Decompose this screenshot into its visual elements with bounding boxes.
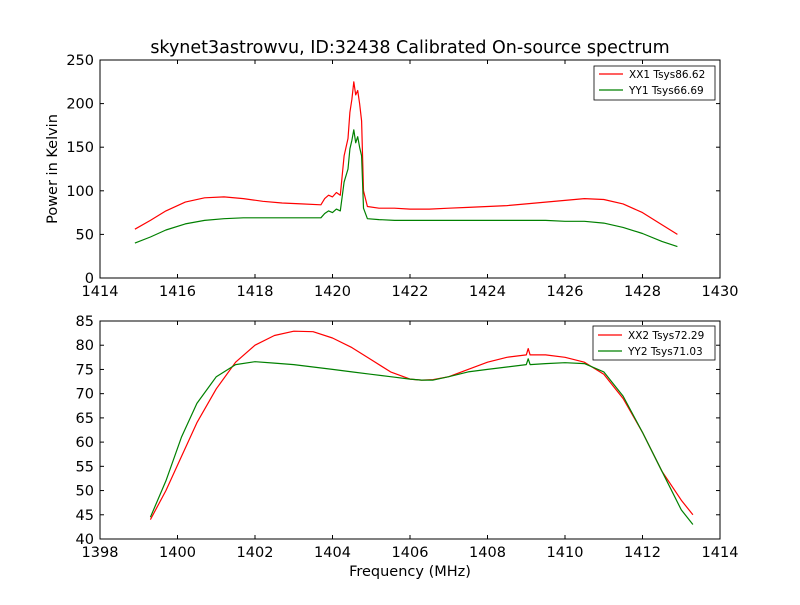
y-tick-label: 250: [66, 53, 94, 69]
y-tick-label: 80: [76, 338, 94, 354]
y-tick-label: 150: [66, 140, 94, 156]
x-tick-label: 1426: [547, 284, 584, 300]
x-tick-label: 1416: [159, 284, 196, 300]
x-ticks-top: 1414 1416 1418 1420 1422 1424 1426 1428 1430: [82, 60, 739, 300]
y-tick-label: 200: [66, 97, 94, 113]
x-tick-label: 1418: [237, 284, 274, 300]
y-ticks-top: 0 50 100 150 200 250: [66, 53, 720, 287]
y-tick-label: 70: [76, 387, 94, 403]
y-tick-label: 45: [76, 508, 94, 524]
chart-title-top: skynet3astrowvu, ID:32438 Calibrated On-…: [150, 38, 669, 58]
chart-panel-bottom: 1398 1400 1402 1404 1406 1408 1410 1412 1414 40 4…: [76, 314, 739, 580]
y-tick-label: 75: [76, 362, 94, 378]
legend-label-yy2: YY2 Tsys71.03: [627, 346, 703, 358]
x-tick-label: 1422: [392, 284, 429, 300]
legend-label-xx2: XX2 Tsys72.29: [628, 330, 704, 342]
y-tick-label: 65: [76, 411, 94, 427]
series-lines-bottom: [149, 330, 694, 525]
x-tick-label: 1400: [159, 545, 196, 561]
x-tick-label: 1412: [624, 545, 661, 561]
x-tick-label: 1428: [624, 284, 661, 300]
legend-top: XX1 Tsys86.62 YY1 Tsys66.69: [593, 65, 716, 101]
chart-panel-top: 1414 1416 1418 1420 1422 1424 1426 1428 1430 0 50…: [45, 53, 738, 300]
legend-label-xx1: XX1 Tsys86.62: [629, 69, 705, 81]
y-tick-label: 100: [66, 184, 94, 200]
x-tick-label: 1430: [702, 284, 739, 300]
plot-frame-bottom: [99, 320, 721, 540]
series-line-yy2: [149, 358, 694, 525]
y-tick-label: 55: [76, 459, 94, 475]
x-tick-label: 1406: [392, 545, 429, 561]
y-tick-label: 60: [76, 435, 94, 451]
x-tick-label: 1398: [82, 545, 119, 561]
x-tick-label: 1414: [702, 545, 739, 561]
x-axis-label-bottom: Frequency (MHz): [349, 564, 471, 580]
x-tick-label: 1424: [469, 284, 506, 300]
legend-box-bottom: [592, 325, 716, 361]
x-tick-label: 1420: [314, 284, 351, 300]
legend-bottom: XX2 Tsys72.29 YY2 Tsys71.03: [592, 325, 716, 361]
x-tick-label: 1414: [82, 284, 119, 300]
legend-box-top: [593, 65, 716, 101]
x-tick-label: 1402: [237, 545, 274, 561]
y-tick-label: 50: [76, 484, 94, 500]
series-line-yy1: [134, 129, 678, 248]
x-ticks-bottom: 1398 1400 1402 1404 1406 1408 1410 1412 1414: [82, 321, 739, 561]
y-tick-label: 50: [76, 227, 94, 243]
series-line-xx1: [134, 81, 678, 235]
y-tick-label: 0: [85, 271, 94, 287]
x-tick-label: 1408: [469, 545, 506, 561]
legend-label-yy1: YY1 Tsys66.69: [628, 85, 704, 97]
y-tick-label: 40: [76, 532, 94, 548]
plot-frame-top: [99, 59, 721, 279]
x-tick-label: 1404: [314, 545, 351, 561]
y-tick-label: 85: [76, 314, 94, 330]
series-lines-top: [134, 81, 678, 248]
y-axis-label-top: Power in Kelvin: [45, 114, 61, 224]
x-tick-label: 1410: [547, 545, 584, 561]
